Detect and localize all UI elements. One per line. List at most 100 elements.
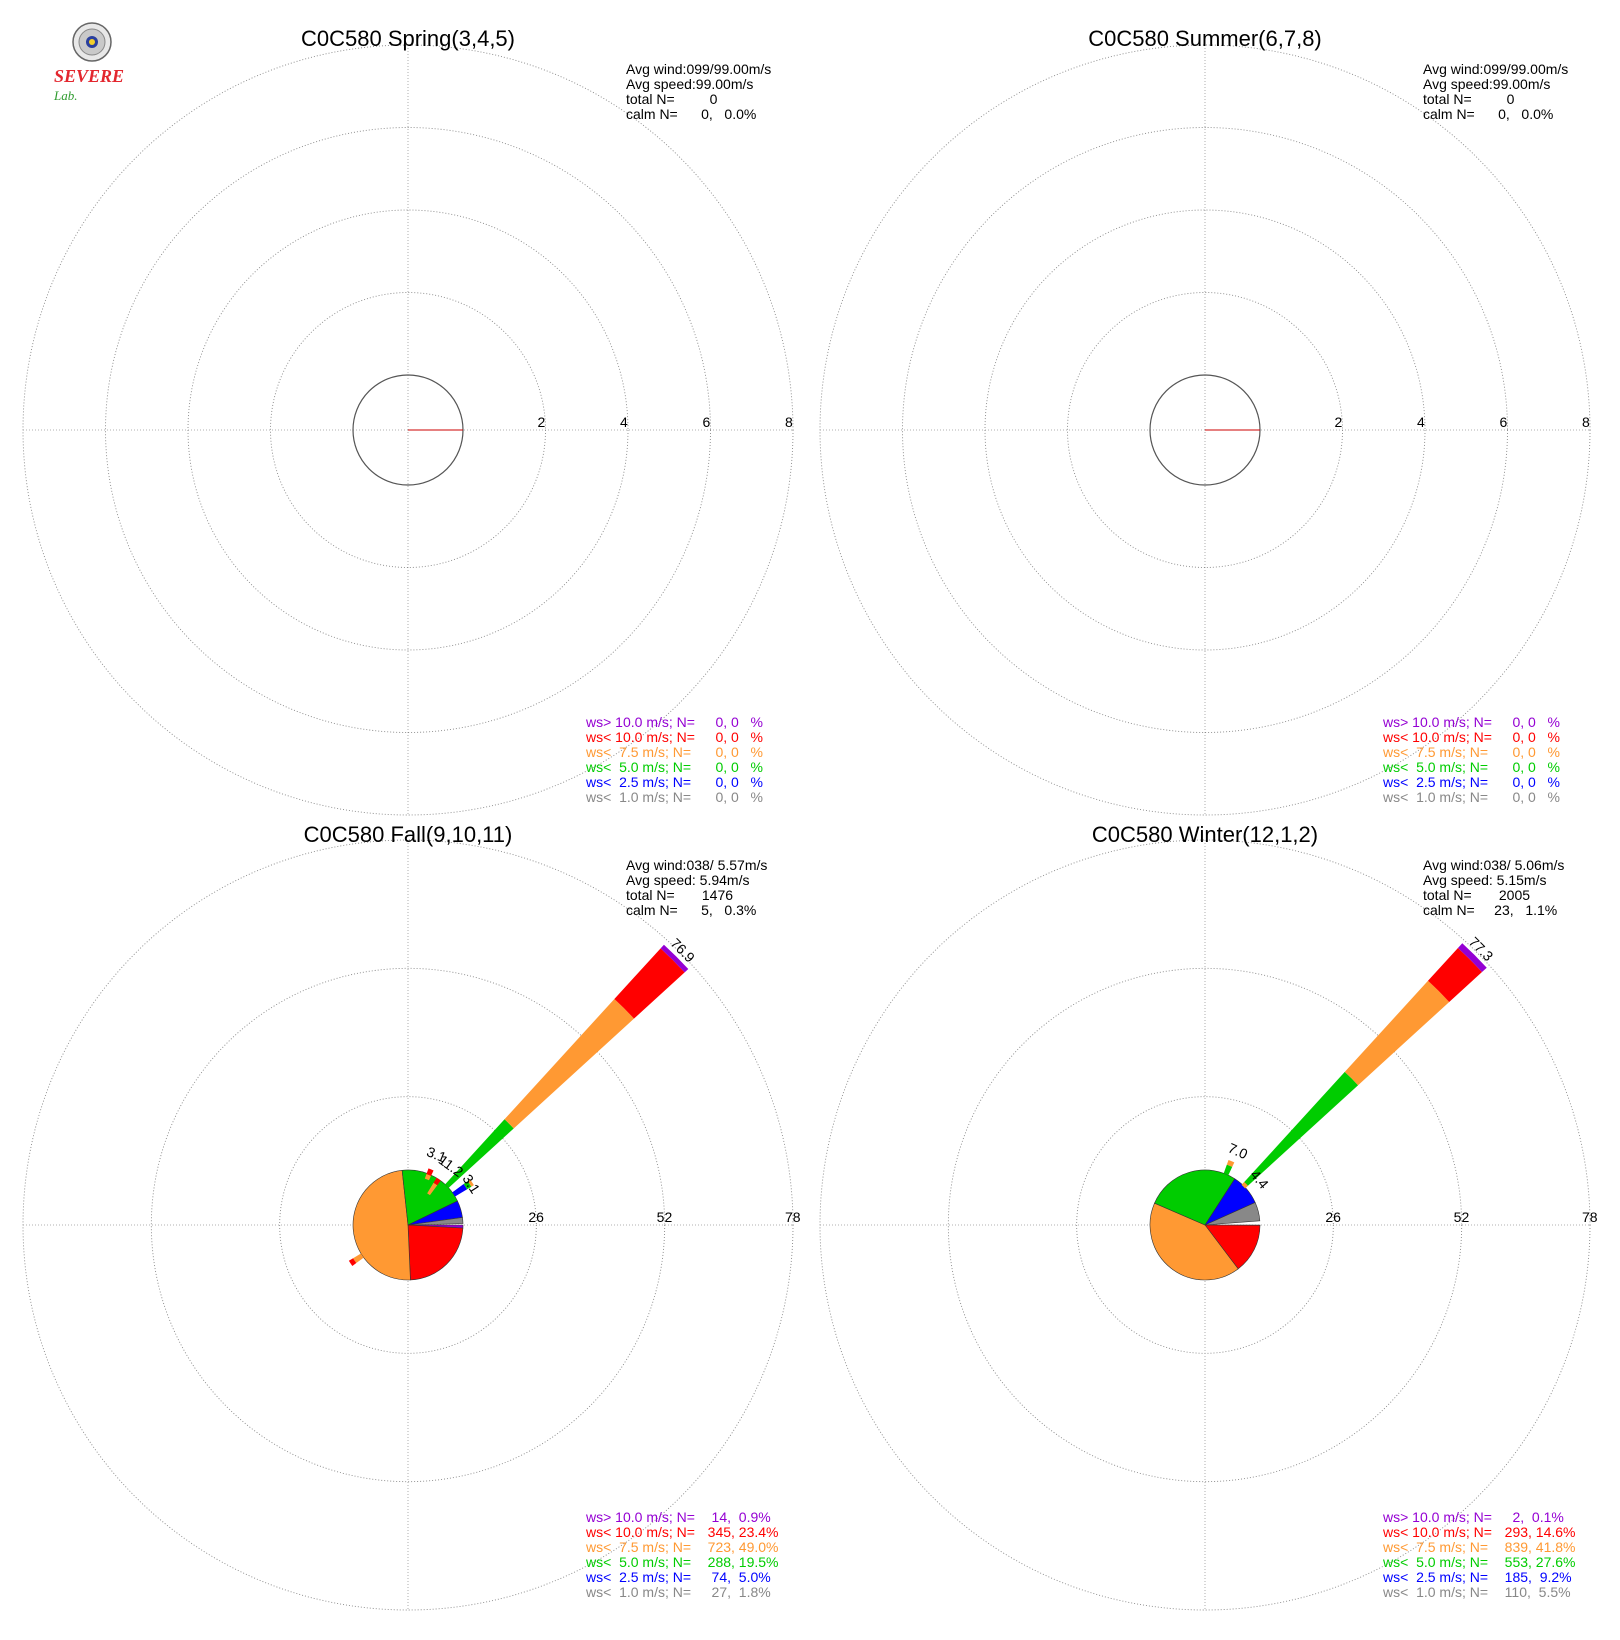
petal-1-ws_lt_7_5 (1226, 1160, 1235, 1167)
legend-value-ws_lt_7_5: 0, 0 % (1493, 744, 1560, 760)
ring-label-3: 78 (785, 1209, 801, 1225)
ring-label-3: 6 (703, 414, 711, 430)
ring-label-2: 4 (1417, 414, 1425, 430)
ring-label-4: 8 (1582, 414, 1590, 430)
lab-logo: SEVERE Lab. (50, 22, 145, 103)
legend-label-ws_lt_1: ws< 1.0 m/s; N= (1382, 789, 1488, 805)
stats-line-2: Avg speed:99.00m/s (1423, 76, 1550, 92)
legend-value-ws_lt_2_5: 0, 0 % (696, 774, 763, 790)
logo-text: SEVERE Lab. (54, 66, 145, 105)
petal-2-ws_lt_10 (426, 1168, 434, 1176)
pie-slice-ws_lt_1 (407, 1217, 464, 1226)
stats-line-1: Avg wind:099/99.00m/s (626, 61, 771, 77)
wind-rose-panel-1: 2 4 6 8 C0C580 Spring(3,4,5) Avg wind:099/99.… (22, 26, 794, 816)
petal-1-ws_lt_10 (433, 1177, 441, 1186)
petal-3-ws_lt_5 (463, 1181, 472, 1190)
petal-1-ws_lt_7_5 (427, 1182, 438, 1196)
legend-label-ws_lt_7_5: ws< 7.5 m/s; N= (585, 744, 691, 760)
grid-ring-1 (279, 1096, 537, 1354)
petal-2-ws_lt_7_5 (1241, 1181, 1249, 1189)
legend-value-ws_gt_10: 0, 0 % (1493, 714, 1560, 730)
petal-0-ws_lt_7_5 (1344, 980, 1450, 1086)
legend-label-ws_lt_7_5: ws< 7.5 m/s; N= (585, 1539, 691, 1555)
petal-3-ws_lt_7_5 (467, 1179, 474, 1187)
grid-ring-1 (1076, 1096, 1334, 1354)
legend-value-ws_gt_10: 14, 0.9% (696, 1509, 771, 1525)
petal-3-ws_lt_2_5 (452, 1184, 468, 1197)
pie-slice-ws_lt_5 (401, 1169, 458, 1226)
petal-label-2: 3.1 (424, 1143, 448, 1165)
pie-slice-ws_lt_10 (407, 1224, 464, 1281)
stats-line-2: Avg speed: 5.15m/s (1423, 872, 1546, 888)
legend-value-ws_gt_10: 2, 0.1% (1493, 1509, 1564, 1525)
legend-label-ws_lt_2_5: ws< 2.5 m/s; N= (585, 1569, 691, 1585)
stats-line-2: Avg speed: 5.94m/s (626, 872, 749, 888)
legend-value-ws_lt_7_5: 723, 49.0% (696, 1539, 779, 1555)
grid-ring-3 (105, 127, 711, 733)
legend-label-ws_lt_2_5: ws< 2.5 m/s; N= (1382, 774, 1488, 790)
legend-value-ws_lt_7_5: 839, 41.8% (1493, 1539, 1576, 1555)
petal-1-ws_lt_5 (1223, 1164, 1233, 1176)
legend-value-ws_lt_2_5: 0, 0 % (1493, 774, 1560, 790)
grid-ring-2 (150, 967, 666, 1483)
legend-value-ws_lt_5: 553, 27.6% (1493, 1554, 1576, 1570)
pie-slice-ws_lt_7_5 (352, 1169, 411, 1281)
legend-value-ws_lt_5: 288, 19.5% (696, 1554, 779, 1570)
ring-label-3: 78 (1582, 1209, 1598, 1225)
legend-label-ws_lt_10: ws< 10.0 m/s; N= (1382, 729, 1492, 745)
grid-ring-1 (1067, 292, 1343, 568)
petal-4-ws_lt_10 (348, 1258, 357, 1266)
wind-rose-panel-2: 2 4 6 8 C0C580 Summer(6,7,8) Avg wind:099/99.… (819, 26, 1591, 816)
petal-0-ws_lt_5 (1242, 1071, 1359, 1188)
legend-value-ws_lt_10: 0, 0 % (696, 729, 763, 745)
legend-value-ws_lt_10: 293, 14.6% (1493, 1524, 1576, 1540)
legend-label-ws_lt_10: ws< 10.0 m/s; N= (1382, 1524, 1492, 1540)
petal-label-3: 3.1 (459, 1171, 483, 1196)
stats-line-4: calm N= 5, 0.3% (626, 902, 756, 918)
ring-label-2: 52 (1454, 1209, 1470, 1225)
grid-ring-2 (187, 209, 629, 651)
legend-value-ws_lt_1: 0, 0 % (1493, 789, 1560, 805)
stats-line-4: calm N= 0, 0.0% (1423, 106, 1553, 122)
grid-ring-1 (270, 292, 546, 568)
ring-label-1: 2 (1335, 414, 1343, 430)
stats-line-4: calm N= 23, 1.1% (1423, 902, 1557, 918)
legend-label-ws_lt_10: ws< 10.0 m/s; N= (585, 1524, 695, 1540)
logo-seal-icon (72, 22, 112, 62)
ring-label-3: 6 (1500, 414, 1508, 430)
legend-label-ws_lt_2_5: ws< 2.5 m/s; N= (585, 774, 691, 790)
legend-value-ws_lt_5: 0, 0 % (696, 759, 763, 775)
legend-value-ws_lt_1: 110, 5.5% (1493, 1584, 1571, 1600)
legend-label-ws_lt_10: ws< 10.0 m/s; N= (585, 729, 695, 745)
petal-0-ws_lt_10 (1427, 947, 1483, 1003)
legend-value-ws_lt_2_5: 185, 9.2% (1493, 1569, 1572, 1585)
legend-label-ws_lt_5: ws< 5.0 m/s; N= (1382, 1554, 1488, 1570)
petal-label-1: 7.0 (1226, 1140, 1250, 1163)
petal-4-ws_lt_7_5 (353, 1253, 364, 1264)
pie-slice-ws_lt_5 (1154, 1169, 1236, 1226)
legend-label-ws_gt_10: ws> 10.0 m/s; N= (585, 714, 695, 730)
petal-0-ws_lt_10 (614, 948, 685, 1019)
grid-ring-3 (819, 839, 1591, 1611)
legend-value-ws_lt_1: 0, 0 % (696, 789, 763, 805)
stats-line-1: Avg wind:099/99.00m/s (1423, 61, 1568, 77)
petal-0-ws_lt_7_5 (504, 999, 634, 1129)
ring-label-4: 8 (785, 414, 793, 430)
grid-ring-4 (22, 44, 794, 816)
legend-label-ws_gt_10: ws> 10.0 m/s; N= (585, 1509, 695, 1525)
legend-value-ws_lt_10: 345, 23.4% (696, 1524, 779, 1540)
ring-label-2: 52 (657, 1209, 673, 1225)
pie-slice-ws_lt_7_5 (1149, 1202, 1239, 1281)
panel-title: C0C580 Fall(9,10,11) (304, 822, 513, 847)
pie-slice-ws_lt_1 (1204, 1202, 1261, 1226)
grid-ring-3 (902, 127, 1508, 733)
panel-title: C0C580 Winter(12,1,2) (1092, 822, 1318, 847)
legend-value-ws_gt_10: 0, 0 % (696, 714, 763, 730)
legend-label-ws_lt_1: ws< 1.0 m/s; N= (585, 789, 691, 805)
legend-value-ws_lt_7_5: 0, 0 % (696, 744, 763, 760)
legend-label-ws_lt_5: ws< 5.0 m/s; N= (585, 759, 691, 775)
grid-ring-4 (819, 44, 1591, 816)
legend-label-ws_lt_7_5: ws< 7.5 m/s; N= (1382, 1539, 1488, 1555)
